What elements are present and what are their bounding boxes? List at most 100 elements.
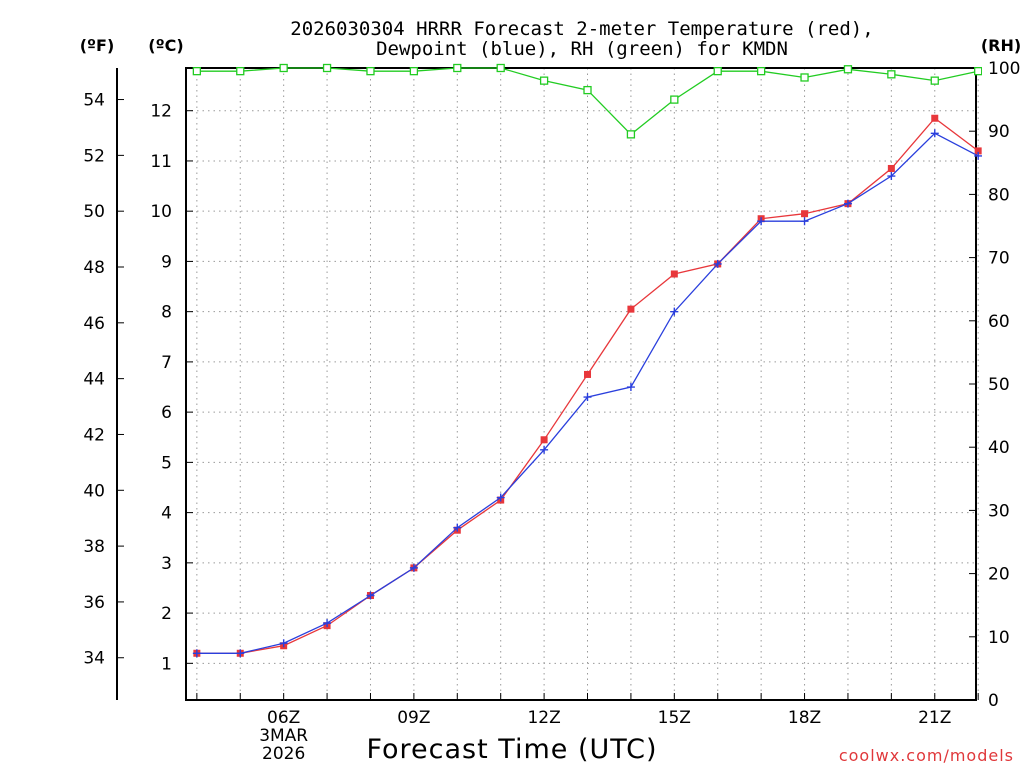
dewpoint-point [496, 493, 505, 502]
dewpoint-point [323, 619, 332, 628]
celsius-tick-label: 12 [150, 102, 172, 122]
rh-tick-label: 0 [988, 691, 999, 711]
x-tick-label: 18Z [788, 708, 821, 728]
x-tick-date-label: 3MAR [259, 726, 308, 746]
celsius-tick-label: 10 [150, 202, 172, 222]
dewpoint-point [930, 129, 939, 138]
dewpoint-point [236, 649, 245, 658]
rh-point [930, 76, 939, 85]
rh-tick-label: 70 [988, 249, 1010, 269]
rh-point [279, 63, 288, 73]
temperature-point [670, 270, 678, 278]
dewpoint-point [800, 217, 809, 226]
dewpoint-point [843, 199, 852, 208]
credit-text: coolwx.com/models [839, 746, 1014, 765]
x-tick-label: 15Z [658, 708, 691, 728]
dewpoint-point [713, 259, 722, 268]
dewpoint-point [757, 217, 766, 226]
dewpoint-point [887, 172, 896, 181]
rh-point [453, 63, 462, 73]
fahrenheit-tick-label: 44 [83, 370, 105, 390]
tick-labels: 1234567891011123436384042444648505254010… [83, 59, 1020, 764]
rh-point [626, 130, 636, 139]
rh-tick-label: 100 [988, 59, 1020, 79]
celsius-tick-label: 5 [161, 453, 172, 473]
celsius-unit-label: (ºC) [148, 36, 183, 55]
celsius-tick-label: 6 [161, 403, 172, 423]
rh-point [366, 67, 375, 76]
data-series [192, 63, 982, 658]
temperature-line [196, 117, 979, 654]
rh-point [539, 76, 549, 85]
x-tick-label: 12Z [527, 708, 560, 728]
dewpoint-point [583, 393, 592, 402]
rh-tick-label: 10 [988, 628, 1010, 648]
dewpoint-point [974, 151, 982, 160]
rh-point [236, 67, 245, 76]
temperature-point [887, 164, 895, 172]
fahrenheit-tick-label: 42 [83, 425, 105, 445]
fahrenheit-tick-label: 40 [83, 481, 105, 501]
rh-tick-label: 40 [988, 438, 1010, 458]
x-tick-label: 21Z [918, 708, 951, 728]
dewpoint-point [192, 649, 201, 658]
rh-tick-label: 60 [988, 312, 1010, 332]
dewpoint-point [540, 445, 549, 454]
celsius-tick-label: 4 [161, 504, 172, 524]
temperature-point [801, 210, 809, 218]
rh-tick-label: 80 [988, 185, 1010, 205]
rh-tick-label: 90 [988, 122, 1010, 142]
rh-point [583, 85, 592, 95]
celsius-tick-label: 2 [161, 604, 172, 624]
rh-point [713, 67, 722, 76]
fahrenheit-unit-label: (ºF) [80, 36, 115, 55]
dewpoint-point [626, 383, 635, 392]
temperature-point [584, 370, 592, 378]
rh-unit-label: (RH) [981, 36, 1021, 55]
rh-point [496, 63, 505, 73]
x-tick-label: 06Z [267, 708, 300, 728]
rh-point [192, 67, 202, 76]
dewpoint-point [453, 523, 462, 532]
temperature-point [974, 147, 982, 155]
dewpoint-point [409, 563, 418, 572]
rh-tick-label: 20 [988, 565, 1010, 585]
fahrenheit-tick-label: 36 [83, 593, 105, 613]
rh-point [409, 67, 419, 76]
celsius-tick-label: 8 [161, 303, 172, 323]
temperature-point [627, 305, 635, 313]
dewpoint-point [366, 591, 375, 600]
rh-point [670, 95, 679, 104]
rh-point [322, 63, 332, 73]
fahrenheit-tick-label: 50 [83, 202, 105, 222]
rh-tick-label: 30 [988, 501, 1010, 521]
celsius-tick-label: 11 [150, 152, 172, 172]
x-tick-label: 09Z [397, 708, 430, 728]
fahrenheit-tick-label: 48 [83, 258, 105, 278]
temperature-point [931, 114, 939, 122]
celsius-tick-label: 1 [161, 654, 172, 674]
fahrenheit-tick-label: 54 [83, 91, 105, 111]
fahrenheit-tick-label: 34 [83, 649, 105, 669]
rh-point [974, 67, 982, 76]
axes [116, 67, 979, 701]
dewpoint-point [670, 307, 679, 316]
temperature-point [540, 436, 548, 444]
celsius-tick-label: 7 [161, 353, 172, 373]
rh-point [800, 73, 809, 82]
celsius-tick-label: 9 [161, 252, 172, 272]
rh-point [843, 65, 853, 74]
grid-lines [186, 68, 979, 700]
fahrenheit-tick-label: 38 [83, 537, 105, 557]
series-group [192, 63, 982, 658]
celsius-tick-label: 3 [161, 554, 172, 574]
fahrenheit-tick-label: 46 [83, 314, 105, 334]
rh-point [887, 70, 896, 79]
rh-point [756, 67, 766, 76]
rh-tick-label: 50 [988, 375, 1010, 395]
chart-title-line1: 2026030304 HRRR Forecast 2-meter Tempera… [290, 18, 873, 40]
dewpoint-point [279, 639, 288, 648]
chart-title-line2: Dewpoint (blue), RH (green) for KMDN [376, 38, 788, 60]
x-axis-label: Forecast Time (UTC) [366, 734, 657, 765]
